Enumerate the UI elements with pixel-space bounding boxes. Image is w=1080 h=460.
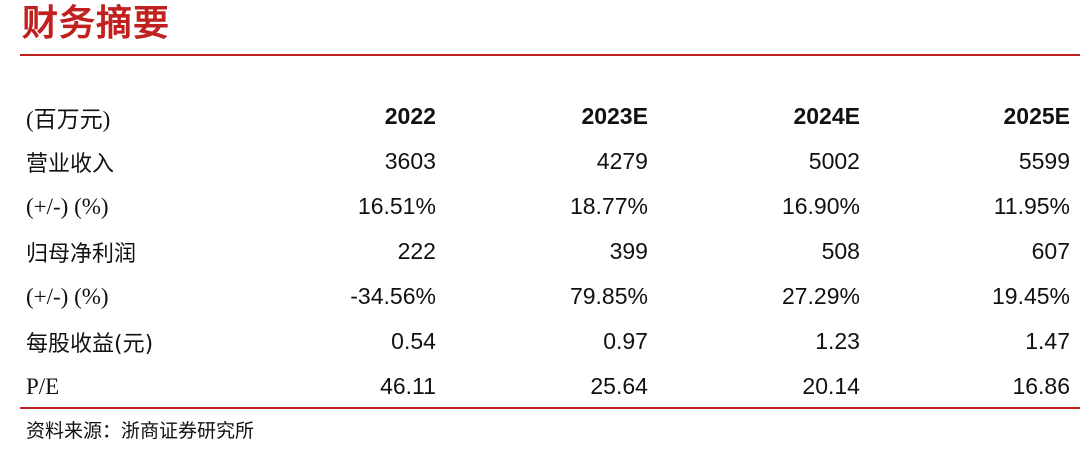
row-label: (+/-) (%) — [26, 193, 109, 219]
table-cell: 4279 — [596, 148, 648, 174]
table-cell: 1.23 — [815, 328, 860, 354]
table-cell: 0.54 — [391, 328, 436, 354]
table-row: (+/-) (%) -34.56% 79.85% 27.29% 19.45% — [20, 274, 1070, 319]
table-cell: 16.90% — [781, 193, 860, 219]
title-divider — [20, 54, 1080, 56]
table-cell: 5002 — [808, 148, 860, 174]
year-header: 2022 — [384, 103, 436, 129]
unit-label: (百万元) — [26, 106, 111, 132]
table-cell: 3603 — [384, 148, 436, 174]
table-cell: 25.64 — [590, 373, 648, 399]
table-cell: 46.11 — [380, 373, 436, 399]
page-title: 财务摘要 — [22, 3, 171, 44]
table-cell: -34.56% — [350, 283, 436, 309]
year-header: 2023E — [581, 103, 648, 129]
table-row: 营业收入 3603 4279 5002 5599 — [20, 139, 1070, 184]
table-cell: 79.85% — [569, 283, 648, 309]
table-cell: 11.95% — [993, 193, 1070, 219]
table-cell: 19.45% — [991, 283, 1070, 309]
table-row: P/E 46.11 25.64 20.14 16.86 — [20, 364, 1070, 409]
table-cell: 20.14 — [802, 373, 860, 399]
source-note: 资料来源：浙商证券研究所 — [26, 420, 255, 442]
table-cell: 399 — [609, 238, 648, 264]
table-cell: 16.86 — [1012, 373, 1070, 399]
table-row: 归母净利润 222 399 508 607 — [20, 229, 1070, 274]
row-label: P/E — [26, 373, 60, 399]
table-cell: 1.47 — [1025, 328, 1070, 354]
row-label: 营业收入 — [26, 151, 115, 177]
year-header: 2024E — [793, 103, 860, 129]
row-label: (+/-) (%) — [26, 283, 109, 309]
table-cell: 0.97 — [603, 328, 648, 354]
table-cell: 508 — [821, 238, 860, 264]
table-cell: 222 — [397, 238, 436, 264]
table-bottom-divider — [20, 407, 1080, 409]
table-header-row: (百万元) 2022 2023E 2024E 2025E — [20, 94, 1070, 139]
table-row: (+/-) (%) 16.51% 18.77% 16.90% 11.95% — [20, 184, 1070, 229]
year-header: 2025E — [1003, 103, 1070, 129]
financial-summary-table: (百万元) 2022 2023E 2024E 2025E 营业收入 3603 4… — [20, 94, 1070, 409]
row-label: 每股收益(元) — [26, 331, 154, 357]
table-cell: 27.29% — [781, 283, 860, 309]
table-cell: 16.51% — [357, 193, 436, 219]
row-label: 归母净利润 — [26, 241, 137, 267]
table-cell: 5599 — [1018, 148, 1070, 174]
table-row: 每股收益(元) 0.54 0.97 1.23 1.47 — [20, 319, 1070, 364]
table-cell: 607 — [1031, 238, 1070, 264]
table-cell: 18.77% — [569, 193, 648, 219]
